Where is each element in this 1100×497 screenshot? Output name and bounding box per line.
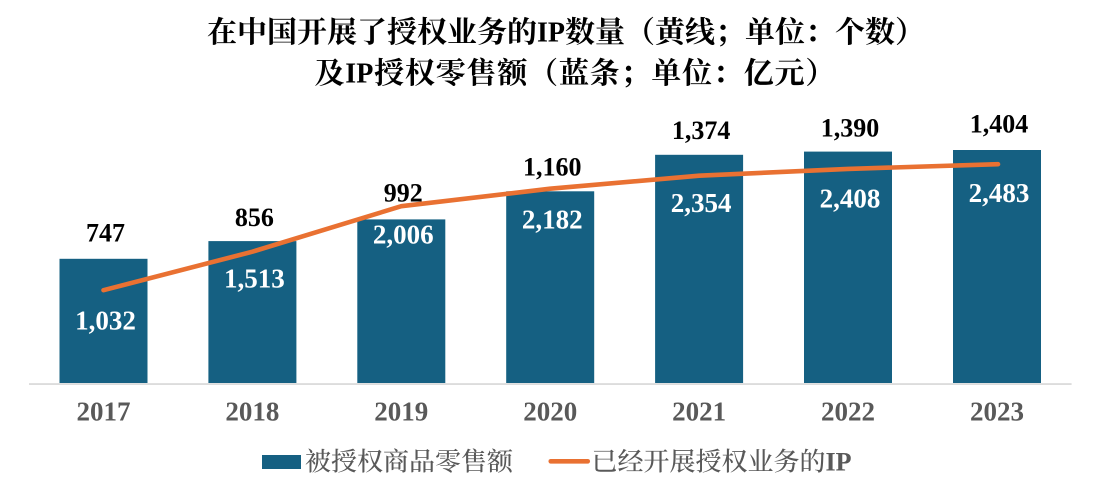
svg-text:1,160: 1,160 xyxy=(523,153,582,182)
svg-text:2021: 2021 xyxy=(672,397,726,427)
svg-text:2020: 2020 xyxy=(523,397,577,427)
svg-text:1,374: 1,374 xyxy=(672,116,731,145)
svg-text:IP: IP xyxy=(537,17,565,48)
svg-text:747: 747 xyxy=(86,219,125,248)
svg-text:2018: 2018 xyxy=(225,397,279,427)
svg-text:2,006: 2,006 xyxy=(373,220,434,250)
svg-text:2019: 2019 xyxy=(374,397,428,427)
svg-text:2022: 2022 xyxy=(821,397,875,427)
svg-text:1,032: 1,032 xyxy=(75,305,136,335)
svg-text:992: 992 xyxy=(384,179,423,208)
svg-text:IP: IP xyxy=(826,448,852,477)
svg-text:2017: 2017 xyxy=(77,397,131,427)
svg-text:1,390: 1,390 xyxy=(821,114,880,143)
svg-text:1,513: 1,513 xyxy=(224,264,285,294)
svg-text:2,483: 2,483 xyxy=(969,178,1030,208)
svg-text:IP: IP xyxy=(345,58,373,89)
svg-text:2023: 2023 xyxy=(970,397,1024,427)
svg-text:2,354: 2,354 xyxy=(671,188,732,218)
svg-text:1,404: 1,404 xyxy=(970,109,1029,138)
svg-text:2,182: 2,182 xyxy=(522,205,583,235)
svg-text:856: 856 xyxy=(235,203,274,232)
svg-text:2,408: 2,408 xyxy=(820,184,881,214)
